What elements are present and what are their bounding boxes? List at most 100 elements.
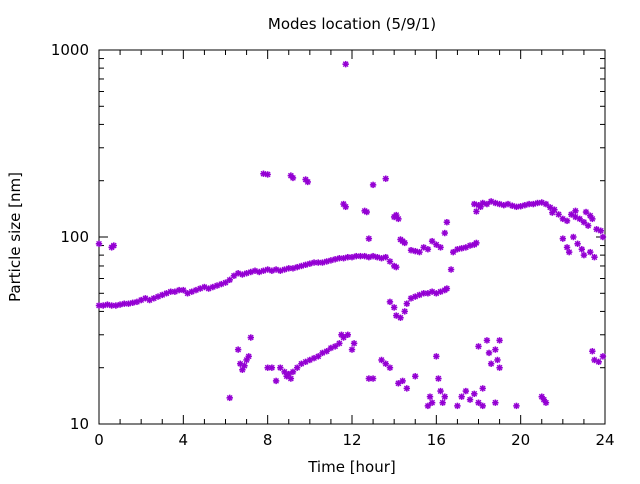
data-point (403, 300, 411, 307)
data-point-stroke (235, 346, 242, 353)
data-point (386, 258, 394, 265)
data-point (587, 248, 594, 256)
data-point-stroke (167, 288, 174, 295)
data-point-stroke (268, 364, 275, 371)
data-point-stroke (589, 348, 596, 355)
x-tick-label: 4 (179, 431, 189, 449)
data-point-stroke (441, 230, 448, 236)
x-axis-label: Time [hour] (307, 458, 396, 476)
data-point-stroke (353, 253, 360, 260)
data-point (441, 229, 448, 237)
data-point (597, 227, 604, 234)
data-point-stroke (488, 360, 495, 367)
y-tick-label: 1000 (51, 41, 89, 59)
data-point-stroke (342, 203, 349, 210)
data-point (500, 201, 507, 209)
x-tick-label: 8 (263, 431, 273, 449)
data-point (289, 368, 297, 376)
data-point (479, 402, 486, 410)
data-point-stroke (395, 380, 402, 387)
data-point-stroke (484, 337, 490, 344)
data-point-stroke (559, 215, 566, 222)
data-point (241, 362, 248, 369)
data-point (350, 340, 358, 347)
data-point-stroke (599, 234, 606, 240)
data-point (399, 377, 406, 385)
data-point (578, 246, 586, 253)
data-point-stroke (585, 222, 592, 229)
y-tick-label: 10 (70, 415, 89, 433)
data-point-stroke (408, 247, 414, 254)
data-point (483, 337, 491, 344)
data-point (393, 263, 400, 271)
data-point (108, 302, 115, 309)
data-point-stroke (473, 208, 480, 215)
data-point (424, 402, 432, 410)
data-point (439, 399, 446, 406)
data-point-stroke (287, 375, 294, 382)
x-tick-label: 16 (427, 431, 446, 449)
data-point-stroke (403, 300, 410, 307)
data-point-stroke (570, 234, 577, 240)
data-point-stroke (344, 331, 351, 338)
plot-frame (98, 49, 606, 425)
data-point-stroke (473, 239, 480, 246)
data-point-stroke (471, 201, 478, 207)
data-point-stroke (538, 393, 545, 400)
data-point (599, 353, 607, 360)
data-point-stroke (581, 219, 587, 226)
data-point (277, 364, 284, 371)
data-point-stroke (121, 300, 128, 307)
data-point (420, 244, 427, 251)
data-point (441, 393, 448, 400)
data-point (268, 364, 276, 371)
data-point-stroke (427, 393, 433, 400)
data-point-stroke (572, 214, 579, 220)
data-point-stroke (96, 302, 102, 309)
data-point (222, 279, 229, 286)
data-point-stroke (344, 254, 351, 261)
data-point (587, 212, 594, 219)
data-point (167, 288, 174, 295)
data-point (458, 393, 465, 400)
data-point (591, 253, 598, 261)
data-point-stroke (180, 287, 187, 294)
data-point-stroke (387, 298, 393, 305)
data-point-stroke (340, 201, 347, 207)
data-point (342, 60, 349, 68)
data-point-stroke (543, 399, 549, 406)
data-point-stroke (365, 375, 372, 382)
data-point (304, 178, 311, 186)
data-point-stroke (576, 215, 583, 222)
data-point-stroke (555, 211, 562, 218)
data-point-stroke (458, 393, 465, 400)
data-point (382, 175, 389, 182)
data-point-stroke (566, 249, 573, 256)
data-point (416, 248, 423, 256)
data-point-stroke (231, 272, 237, 279)
data-point-stroke (370, 181, 376, 188)
data-point (504, 200, 512, 208)
data-point-stroke (534, 200, 541, 206)
data-point (443, 285, 451, 292)
data-point-stroke (264, 266, 271, 273)
data-point (496, 337, 503, 344)
data-point-stroke (273, 266, 279, 273)
data-point (110, 242, 117, 249)
data-point (450, 248, 457, 256)
data-point-stroke (492, 346, 499, 353)
data-point-stroke (513, 203, 520, 210)
data-point-stroke (370, 375, 376, 382)
y-axis-label: Particle size [nm] (6, 172, 24, 302)
data-point-stroke (382, 360, 389, 367)
data-point (435, 375, 442, 382)
data-point-stroke (443, 285, 450, 292)
data-point-stroke (351, 340, 358, 347)
data-point-stroke (462, 388, 469, 394)
data-point-stroke (281, 368, 288, 375)
data-point-stroke (439, 399, 446, 406)
data-point (234, 346, 242, 353)
data-point-stroke (496, 364, 503, 371)
data-point-stroke (448, 266, 454, 273)
data-point-stroke (365, 235, 372, 242)
